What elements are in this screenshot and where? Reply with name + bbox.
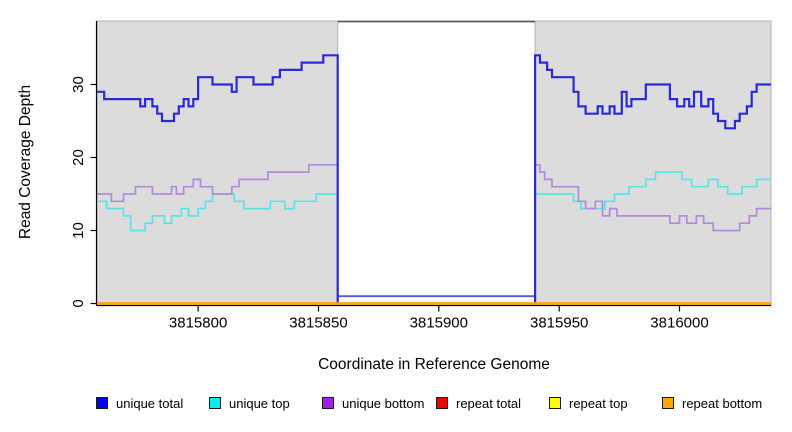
x-tick-label: 3816000 [650,315,708,332]
series-line-unique-bottom [97,163,339,304]
series-line-unique-bottom [534,163,771,304]
legend-item-repeat-total: repeat total [436,395,521,411]
x-axis-title: Coordinate in Reference Genome [318,356,550,373]
series-lines-layer [97,54,771,305]
legend-swatch-repeat-top [549,397,561,409]
legend-item-unique-bottom: unique bottom [322,395,424,411]
legend-item-unique-top: unique top [209,395,290,411]
legend-swatch-repeat-bottom [662,397,674,409]
shaded-region [534,20,772,306]
legend-swatch-repeat-total [436,397,448,409]
x-tick-label: 3815900 [410,315,468,332]
legend-label: unique bottom [342,395,425,411]
y-axis-title: Read Coverage Depth [17,85,34,239]
legend-item-unique-total: unique total [96,395,183,411]
legend-label: unique total [116,395,184,411]
legend-label: repeat top [569,395,628,411]
shaded-region [96,20,339,306]
shaded-regions-layer [96,20,772,306]
legend-swatch-unique-bottom [322,397,334,409]
y-tick-label: 30 [70,76,87,93]
axes-layer: 3815800 3815850 3815900 3815950 3816000 0 10 20… [70,21,771,332]
legend-label: repeat total [456,395,522,411]
coverage-plot: 3815800 3815850 3815900 3815950 3816000 0 10 20… [17,20,772,373]
legend-item-repeat-top: repeat top [549,395,628,411]
legend-label: unique top [229,395,290,411]
legend-item-repeat-bottom: repeat bottom [662,395,762,411]
legend-swatch-unique-total [96,397,108,409]
y-tick-label: 20 [70,149,87,166]
series-line-unique-total [534,54,771,304]
y-tick-label: 10 [70,222,87,239]
y-tick-label: 0 [70,299,87,307]
legend-label: repeat bottom [682,395,763,411]
chart-legend: unique total unique top unique bottom repea… [0,395,792,415]
series-line-unique-total [97,54,339,304]
x-tick-label: 3815800 [169,315,227,332]
x-tick-label: 3815850 [289,315,347,332]
x-tick-label: 3815950 [530,315,588,332]
series-line-unique-top [97,193,339,304]
series-line-unique-top [534,171,771,304]
legend-swatch-unique-top [209,397,221,409]
